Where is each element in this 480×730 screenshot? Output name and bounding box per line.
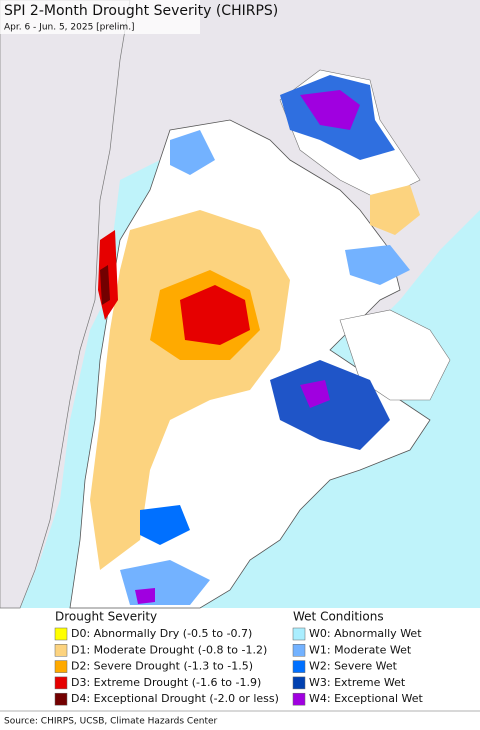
legend-label: D1: Moderate Drought (-0.8 to -1.2) [71,643,267,656]
legend-label: D0: Abnormally Dry (-0.5 to -0.7) [71,627,252,640]
legend-swatch [54,660,68,673]
source: Source: CHIRPS, UCSB, Climate Hazards Ce… [4,717,218,727]
legend-label: W1: Moderate Wet [309,643,412,656]
legend-swatch [54,627,68,641]
dry-east [370,185,420,235]
legend-label: W0: Abnormally Wet [309,627,422,640]
legend-label: D2: Severe Drought (-1.3 to -1.5) [71,660,253,673]
legend-swatch [54,676,68,690]
legend-title: Wet Conditions [293,610,384,624]
legend-label: D3: Extreme Drought (-1.6 to -1.9) [71,676,261,689]
legend-title: Drought Severity [55,610,157,624]
wet-exceptional [300,90,360,130]
wet-east [345,245,410,285]
legend-swatch [292,660,306,673]
legend-label: W2: Severe Wet [309,660,398,673]
dry-exceptional [100,265,110,305]
title: SPI 2-Month Drought Severity (CHIRPS) [4,3,278,19]
legend-swatch [292,676,306,690]
legend-swatch [292,692,306,706]
wet-patagonia [140,505,190,545]
title-backdrop [0,0,200,34]
wet-exceptional-2 [300,380,330,408]
legend-swatch [292,644,306,657]
legend-swatch [54,692,68,706]
chile [0,0,131,609]
wet-central [270,360,390,450]
map [0,0,480,609]
legend-label: W3: Extreme Wet [309,676,406,689]
legend-label: D4: Exceptional Drought (-2.0 or less) [71,692,279,705]
legend-label: W4: Exceptional Wet [309,692,424,705]
legend-swatch [54,644,68,657]
wet-northwest [170,130,215,175]
dry-extreme [180,285,250,345]
subtitle: Apr. 6 - Jun. 5, 2025 [prelim.] [4,23,135,33]
legend-swatch [292,627,306,641]
wet-south-exceptional [135,588,155,604]
